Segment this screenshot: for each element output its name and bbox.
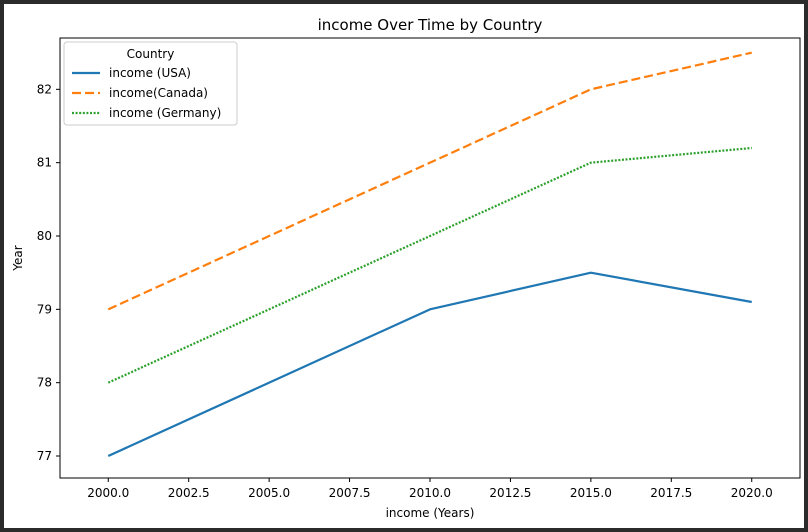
legend-label-0: income (USA) (109, 66, 191, 80)
x-tick-label: 2007.5 (329, 486, 371, 500)
x-tick-label: 2005.0 (248, 486, 290, 500)
x-tick-label: 2012.5 (489, 486, 531, 500)
legend: Country income (USA) income(Canada) income… (63, 41, 238, 126)
series-line-1 (107, 51, 752, 311)
x-tick-label: 2015.0 (570, 486, 612, 500)
series-layer (107, 51, 752, 458)
legend-title: Country (127, 47, 175, 61)
x-axis-label: income (Years) (386, 506, 475, 520)
y-tick-label: 82 (37, 82, 52, 96)
y-tick-label: 79 (37, 302, 52, 316)
x-axis: 2000.0 2002.5 2005.0 2007.5 2010.0 2012.5 2015… (87, 478, 773, 500)
x-tick-label: 2010.0 (409, 486, 451, 500)
x-tick-label: 2020.0 (731, 486, 773, 500)
legend-box (63, 41, 238, 126)
chart-title: income Over Time by Country (318, 16, 543, 34)
y-tick-label: 78 (37, 376, 52, 390)
y-tick-label: 80 (37, 229, 52, 243)
y-tick-label: 81 (37, 156, 52, 170)
x-tick-label: 2000.0 (87, 486, 129, 500)
y-axis: 77 78 79 80 81 82 (37, 82, 60, 463)
x-tick-label: 2002.5 (168, 486, 210, 500)
series-line-0 (107, 271, 752, 458)
x-tick-label: 2017.5 (650, 486, 692, 500)
series-line-2 (107, 146, 752, 384)
line-chart: income Over Time by Country 2000.0 2002.5… (11, 16, 801, 520)
figure-frame: income Over Time by Country 2000.0 2002.5… (4, 4, 804, 528)
legend-label-1: income(Canada) (109, 86, 208, 100)
y-axis-label: Year (11, 245, 25, 271)
y-tick-label: 77 (37, 449, 52, 463)
legend-label-2: income (Germany) (109, 106, 221, 120)
